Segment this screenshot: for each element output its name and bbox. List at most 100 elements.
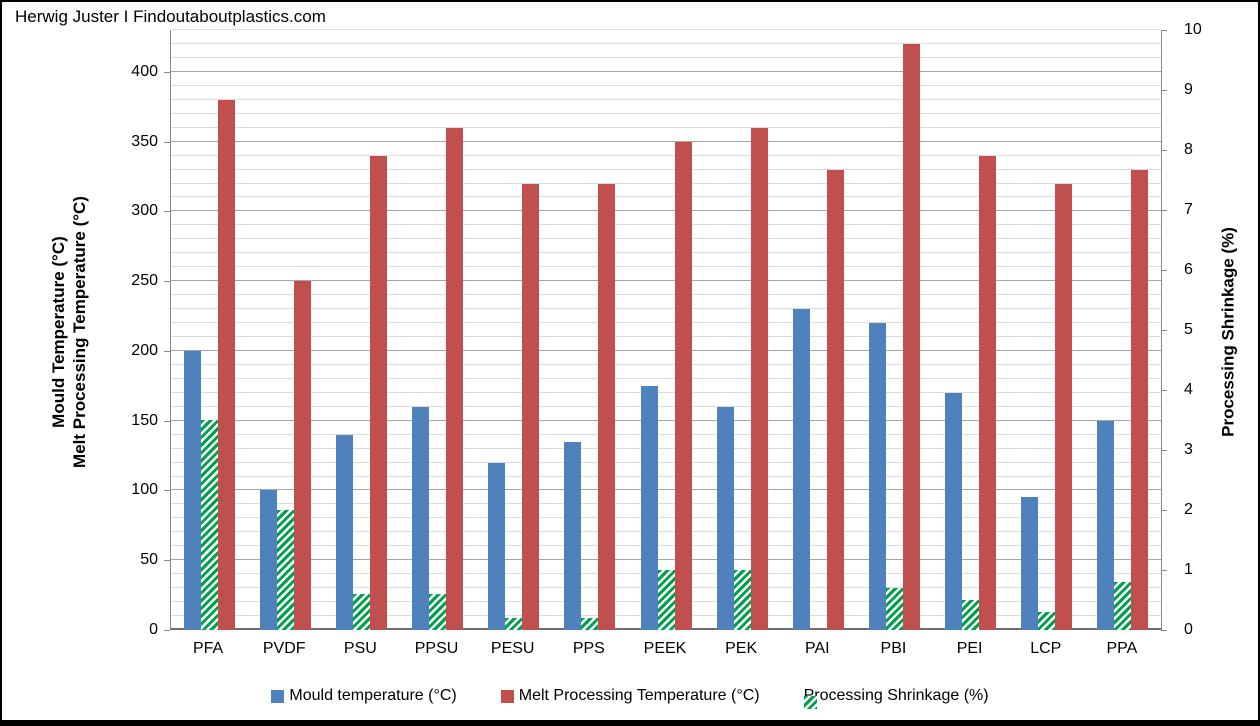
x-axis-label-PPA: PPA: [1106, 640, 1138, 657]
bar-melt-LCP: [1055, 183, 1073, 630]
bar-melt-PSU: [369, 155, 387, 630]
bar-shrinkage-LCP: [1038, 612, 1056, 630]
bar-shrinkage-PFA: [200, 420, 218, 630]
bar-melt-PPA: [1131, 169, 1149, 630]
bar-shrinkage-PBI: [885, 588, 903, 630]
left-axis-tick-label-50: 50: [140, 551, 158, 569]
left-axis-tick-label-300: 300: [131, 202, 158, 220]
major-gridline-200: [171, 349, 1161, 351]
major-gridline-400: [171, 70, 1161, 72]
major-gridline-100: [171, 489, 1161, 491]
right-axis-tick-label-9: 9: [1184, 81, 1193, 98]
minor-gridline-80: [171, 517, 1161, 519]
x-axis-label-PPS: PPS: [572, 640, 605, 657]
minor-gridline-420: [171, 42, 1161, 44]
bar-mould-PFA: [183, 350, 201, 630]
minor-gridline-180: [171, 377, 1161, 379]
left-axis-title-line-1: Mould Temperature (°C): [49, 236, 68, 428]
minor-gridline-70: [171, 531, 1161, 533]
minor-gridline-190: [171, 363, 1161, 365]
legend-item-melt-processing-temperature: Melt Processing Temperature (°C): [500, 687, 760, 705]
x-axis-label-PFA: PFA: [192, 640, 224, 657]
left-axis-tick-label-400: 400: [131, 62, 158, 80]
right-axis-tick-4: [1161, 390, 1167, 391]
x-axis-label-PBI: PBI: [880, 640, 907, 657]
bar-mould-PESU: [488, 462, 506, 630]
minor-gridline-220: [171, 322, 1161, 324]
legend-item-mould-temperature: Mould temperature (°C): [271, 687, 457, 705]
bar-melt-PBI: [902, 43, 920, 630]
minor-gridline-360: [171, 126, 1161, 128]
bar-mould-PEK: [716, 406, 734, 630]
minor-gridline-390: [171, 84, 1161, 86]
minor-gridline-170: [171, 391, 1161, 393]
minor-gridline-280: [171, 238, 1161, 240]
legend-label: Melt Processing Temperature (°C): [518, 687, 760, 704]
minor-gridline-430: [171, 29, 1161, 30]
left-axis-title: Mould Temperature (°C) Melt Processing T…: [48, 196, 90, 468]
right-axis-tick-label-5: 5: [1184, 321, 1193, 338]
left-axis-tick-label-350: 350: [131, 132, 158, 150]
bar-mould-PVDF: [259, 490, 277, 630]
right-axis-tick-label-1: 1: [1184, 561, 1193, 578]
minor-gridline-130: [171, 447, 1161, 449]
left-axis-tick-150: [164, 420, 170, 422]
right-axis-tick-7: [1161, 210, 1167, 211]
bar-mould-PPA: [1097, 420, 1115, 630]
right-axis-tick-5: [1161, 330, 1167, 331]
left-axis-tick-label-150: 150: [131, 411, 158, 429]
x-axis-label-PPSU: PPSU: [414, 640, 459, 657]
major-gridline-150: [171, 419, 1161, 421]
left-axis-tick-350: [164, 141, 170, 143]
bar-mould-PPSU: [412, 406, 430, 630]
legend: Mould temperature (°C) Melt Processing Te…: [2, 683, 1258, 709]
left-axis-tick-label-0: 0: [149, 621, 158, 638]
minor-gridline-140: [171, 433, 1161, 435]
major-gridline-50: [171, 559, 1161, 561]
right-axis-tick-6: [1161, 270, 1167, 271]
minor-gridline-340: [171, 154, 1161, 156]
right-axis-tick-9: [1161, 90, 1167, 91]
bar-melt-PESU: [522, 183, 540, 630]
right-axis-tick-label-2: 2: [1184, 501, 1193, 518]
minor-gridline-230: [171, 308, 1161, 310]
right-axis-tick-label-3: 3: [1184, 441, 1193, 458]
right-axis-tick-label-7: 7: [1184, 201, 1193, 218]
bar-mould-PBI: [868, 323, 886, 630]
minor-gridline-310: [171, 196, 1161, 198]
minor-gridline-290: [171, 224, 1161, 226]
right-axis-tick-label-10: 10: [1184, 21, 1202, 38]
right-axis-tick-3: [1161, 450, 1167, 451]
right-axis-tick-0: [1161, 630, 1167, 631]
x-axis-label-PESU: PESU: [490, 640, 535, 657]
x-axis-label-PVDF: PVDF: [262, 640, 306, 657]
left-axis-title-line-2: Melt Processing Temperature (°C): [70, 196, 89, 468]
minor-gridline-410: [171, 56, 1161, 58]
bar-melt-PVDF: [293, 281, 311, 630]
minor-gridline-330: [171, 168, 1161, 170]
bar-shrinkage-PESU: [505, 618, 523, 630]
left-axis-tick-250: [164, 281, 170, 283]
minor-gridline-60: [171, 545, 1161, 547]
x-axis-label-PSU: PSU: [343, 640, 377, 657]
mould-temperature-legend-swatch-icon: [271, 689, 285, 703]
chart-title: Herwig Juster I Findoutaboutplastics.com: [15, 7, 326, 26]
bar-shrinkage-PSU: [352, 594, 370, 630]
right-axis-tick-2: [1161, 510, 1167, 511]
bar-shrinkage-PPA: [1114, 582, 1132, 630]
left-axis-tick-label-250: 250: [131, 272, 158, 290]
left-axis-tick-label-200: 200: [131, 341, 158, 359]
major-gridline-250: [171, 280, 1161, 282]
x-axis-label-PEK: PEK: [725, 640, 758, 657]
legend-label: Mould temperature (°C): [289, 687, 457, 704]
x-axis-label-LCP: LCP: [1030, 640, 1062, 657]
bar-melt-PFA: [217, 99, 235, 630]
minor-gridline-270: [171, 252, 1161, 254]
minor-gridline-110: [171, 475, 1161, 477]
minor-gridline-240: [171, 294, 1161, 296]
major-gridline-300: [171, 210, 1161, 212]
legend-label: Processing Shrinkage (%): [803, 687, 989, 704]
right-axis-tick-label-8: 8: [1184, 141, 1193, 158]
bar-melt-PPS: [598, 183, 616, 630]
right-axis-tick-8: [1161, 150, 1167, 151]
